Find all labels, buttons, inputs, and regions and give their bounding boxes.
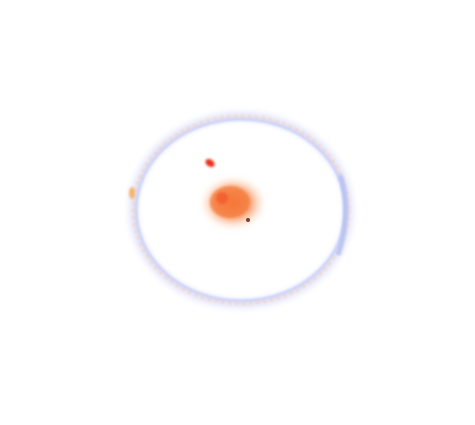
ring-spot [129, 187, 135, 199]
ring-right-edge [335, 174, 348, 256]
ring-outer [132, 115, 350, 305]
red-mark [205, 158, 215, 168]
ring [128, 111, 354, 309]
blob [201, 177, 265, 229]
blob-core [210, 186, 250, 218]
blob-spot [216, 192, 228, 204]
blob-dot [246, 218, 250, 222]
